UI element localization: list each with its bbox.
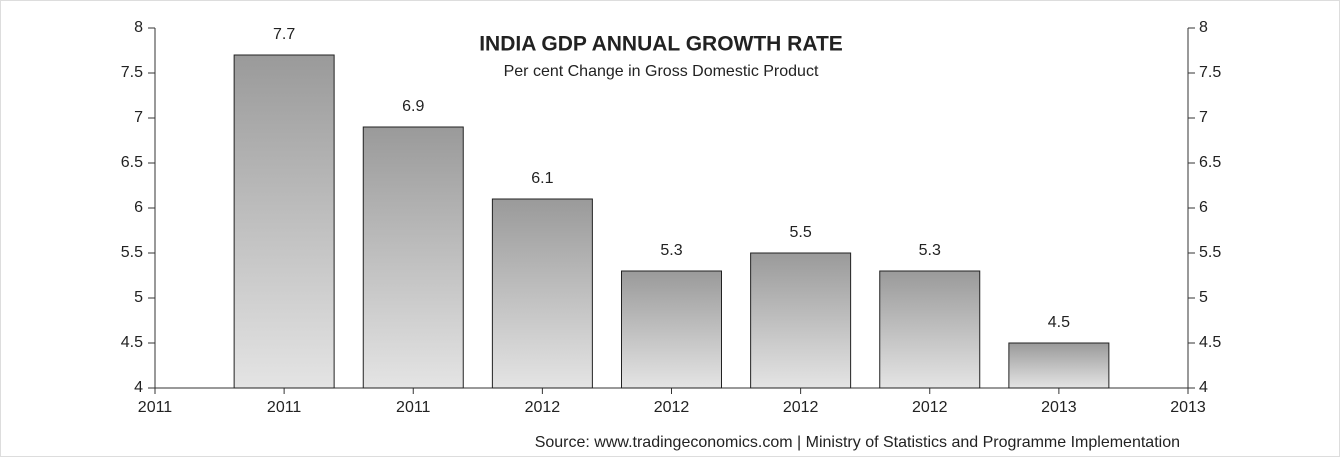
y-tick-label: 4 xyxy=(134,379,143,396)
chart-title: INDIA GDP ANNUAL GROWTH RATE xyxy=(479,33,843,56)
data-label: 4.5 xyxy=(1048,314,1070,331)
data-label: 6.1 xyxy=(531,170,553,187)
y2-tick-label: 8 xyxy=(1199,19,1208,36)
bar xyxy=(491,198,593,389)
y2-tick-label: 4.5 xyxy=(1199,334,1221,351)
y-tick-label: 7.5 xyxy=(121,64,143,81)
x-tick-label: 2013 xyxy=(1041,399,1077,416)
x-tick-label: 2012 xyxy=(525,399,561,416)
chart-subtitle: Per cent Change in Gross Domestic Produc… xyxy=(504,63,819,80)
data-label: 5.5 xyxy=(790,224,812,241)
data-label: 5.3 xyxy=(660,242,682,259)
x-tick-label: 2011 xyxy=(267,399,302,416)
x-tick-label: 2011 xyxy=(396,399,431,416)
y-tick-label: 7 xyxy=(134,109,143,126)
y-tick-label: 4.5 xyxy=(121,334,143,351)
bar xyxy=(621,270,722,389)
x-tick-label: 2012 xyxy=(654,399,690,416)
data-label: 5.3 xyxy=(919,242,941,259)
bar xyxy=(750,252,852,389)
x-tick-label: 2012 xyxy=(783,399,819,416)
y2-tick-label: 7.5 xyxy=(1199,64,1221,81)
y2-tick-label: 7 xyxy=(1199,109,1208,126)
y-tick-label: 8 xyxy=(134,19,143,36)
data-label: 6.9 xyxy=(402,98,424,115)
y2-tick-label: 6.5 xyxy=(1199,154,1221,171)
bar xyxy=(1008,342,1110,389)
y-tick-label: 5 xyxy=(134,289,143,306)
y-tick-label: 6 xyxy=(134,199,143,216)
bar xyxy=(233,54,335,389)
bar xyxy=(879,270,981,389)
y-tick-label: 6.5 xyxy=(121,154,143,171)
y2-tick-label: 5.5 xyxy=(1199,244,1221,261)
y2-tick-label: 6 xyxy=(1199,199,1208,216)
source: Source: www.tradingeconomics.com | Minis… xyxy=(535,434,1180,451)
x-tick-label: 2012 xyxy=(912,399,948,416)
y-tick-label: 5.5 xyxy=(121,244,143,261)
y2-tick-label: 4 xyxy=(1199,379,1208,396)
bar xyxy=(362,126,464,389)
data-label: 7.7 xyxy=(273,26,295,43)
y2-tick-label: 5 xyxy=(1199,289,1208,306)
x-tick-label: 2013 xyxy=(1170,399,1206,416)
x-tick-label: 2011 xyxy=(138,399,173,416)
